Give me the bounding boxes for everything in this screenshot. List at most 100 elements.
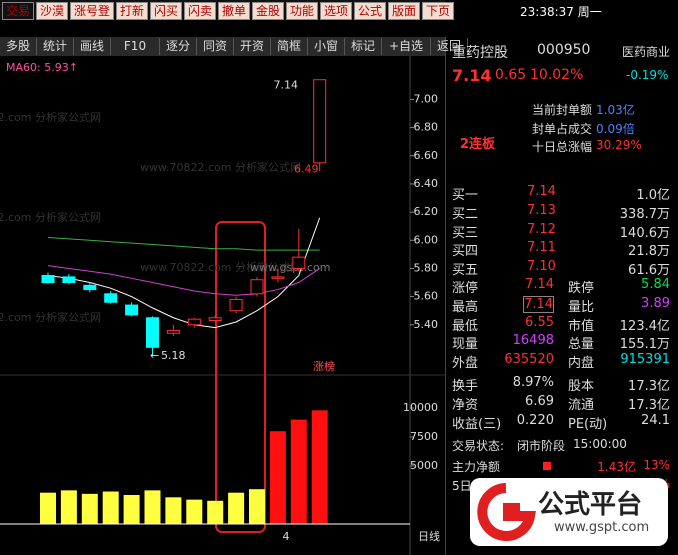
stat-value: 5.84 — [641, 277, 670, 292]
status-label: 交易状态: — [452, 439, 505, 453]
quote-panel — [445, 37, 678, 555]
trade-button[interactable]: 交易 — [2, 2, 35, 20]
tab[interactable]: 小窗 — [308, 38, 345, 55]
stat-value: 7.14 — [523, 295, 554, 313]
y-tick-label: 6.40 — [414, 177, 439, 190]
tab[interactable]: F10 — [111, 38, 160, 55]
stat-value: 16498 — [512, 333, 554, 349]
tab[interactable]: 同资 — [197, 38, 234, 55]
toolbar-button[interactable]: 打新 — [116, 2, 149, 20]
stat-label: 外盘 — [452, 356, 479, 372]
stat-value: 17.3亿 — [628, 379, 670, 394]
volume-bar — [290, 419, 307, 524]
volume-bar — [269, 431, 286, 524]
tabs-bg — [0, 37, 445, 56]
stat-value: 155.1万 — [619, 337, 670, 353]
tab[interactable]: 画线 — [74, 38, 111, 55]
watermark: www.70822.com 分析家公式网 — [0, 110, 101, 124]
badge: 涨榜 — [313, 359, 335, 373]
stat-label: 最高 — [452, 299, 479, 315]
toolbar-button[interactable]: 下页 — [422, 2, 455, 20]
toolbar-button[interactable]: 金股 — [252, 2, 285, 20]
stock-code: 000950 — [537, 42, 591, 58]
logo-box: 公式平台 www.gspt.com — [470, 478, 668, 546]
stat-label: 换手 — [452, 379, 479, 394]
candle-body — [313, 79, 327, 164]
y-tick-label: 6.00 — [414, 233, 439, 246]
toolbar-button[interactable]: 闪卖 — [184, 2, 217, 20]
watermark: www.70822.com 分析家公式网 — [140, 160, 301, 174]
flow-value: 1.43亿 — [597, 460, 636, 474]
volume-tick-label: 5000 — [410, 459, 438, 472]
stat-label: 收益(三) — [452, 417, 502, 432]
book-volume: 21.8万 — [628, 244, 670, 260]
volume-bar — [81, 493, 98, 524]
candle-body — [125, 304, 139, 316]
volume-bar — [123, 495, 140, 524]
toolbar-button[interactable]: 沙漠 — [36, 2, 69, 20]
stat-value: 635520 — [504, 352, 554, 368]
tab[interactable]: 简框 — [271, 38, 308, 55]
volume-bar — [207, 500, 224, 524]
book-label: 买五 — [452, 263, 479, 279]
stat-label: 总量 — [568, 337, 595, 353]
period-label: 日线 — [418, 529, 440, 543]
toolbar-button[interactable]: 版面 — [388, 2, 421, 20]
indicator-label: MA60: 5.93↑ — [6, 61, 78, 74]
stat-label: 市值 — [568, 318, 595, 334]
tab[interactable]: 开资 — [234, 38, 271, 55]
stat-value: 6.69 — [525, 394, 554, 409]
candle-body — [250, 279, 264, 295]
toolbar-button[interactable]: 撤单 — [218, 2, 251, 20]
x-label: 4 — [283, 530, 290, 543]
tab[interactable]: 逐分 — [160, 38, 197, 55]
candle-body — [166, 329, 180, 334]
candle-body — [271, 276, 285, 279]
toolbar-button[interactable]: 涨号登 — [70, 2, 115, 20]
toolbar-button[interactable]: 选项 — [320, 2, 353, 20]
toolbar-button[interactable]: 闪买 — [150, 2, 183, 20]
stat-value: 915391 — [620, 352, 670, 368]
stat-value: 3.89 — [641, 295, 670, 311]
tab[interactable]: 多股 — [0, 38, 37, 55]
stat-label: 最低 — [452, 318, 479, 334]
volume-tick-label: 7500 — [410, 430, 438, 443]
stat-label: 内盘 — [568, 356, 595, 372]
book-price: 7.14 — [527, 184, 556, 199]
y-tick-label: 5.40 — [414, 318, 439, 331]
toolbar-button[interactable]: 公式 — [354, 2, 387, 20]
stat-value: 24.1 — [641, 413, 670, 428]
stat-value: 123.4亿 — [619, 318, 670, 334]
stat-label: 现量 — [452, 337, 479, 353]
toolbar-button[interactable]: 功能 — [286, 2, 319, 20]
volume-tick-label: 10000 — [403, 401, 438, 414]
change: 0.65 — [495, 67, 527, 83]
candle-body — [146, 317, 159, 348]
candle-body — [187, 318, 201, 326]
low-label: 5.18 — [161, 349, 186, 362]
volume-bar — [228, 492, 245, 524]
price: 7.14 — [452, 66, 492, 85]
volume-bar — [40, 492, 56, 524]
stat-value: 8.97% — [512, 375, 554, 390]
chart: MA60: 5.93↑ www.70822.com 分析家公式网 www.70822… — [0, 0, 445, 555]
volume-bar — [102, 491, 119, 524]
book-label: 买四 — [452, 244, 479, 260]
logo-text: 公式平台 — [538, 490, 643, 520]
tab[interactable]: 统计 — [37, 38, 74, 55]
tab[interactable]: +自选 — [382, 38, 431, 55]
seal-value: 1.03亿 — [596, 103, 635, 117]
flow-bar — [543, 462, 551, 470]
sector-change: -0.19% — [626, 68, 669, 82]
watermark: www.70822.com 分析家公式网 — [0, 210, 101, 224]
volume-bar — [186, 499, 203, 524]
y-tick-label: 5.60 — [414, 290, 439, 303]
stat-label: 量比 — [568, 299, 595, 315]
book-price: 7.11 — [527, 240, 556, 256]
stat-label: 净资 — [452, 398, 479, 413]
low-arrow: ← — [150, 349, 159, 362]
candle-body — [41, 274, 55, 284]
tab[interactable]: 返回 — [431, 38, 468, 55]
logo-site: www.gspt.com — [554, 520, 650, 535]
tab[interactable]: 标记 — [345, 38, 382, 55]
